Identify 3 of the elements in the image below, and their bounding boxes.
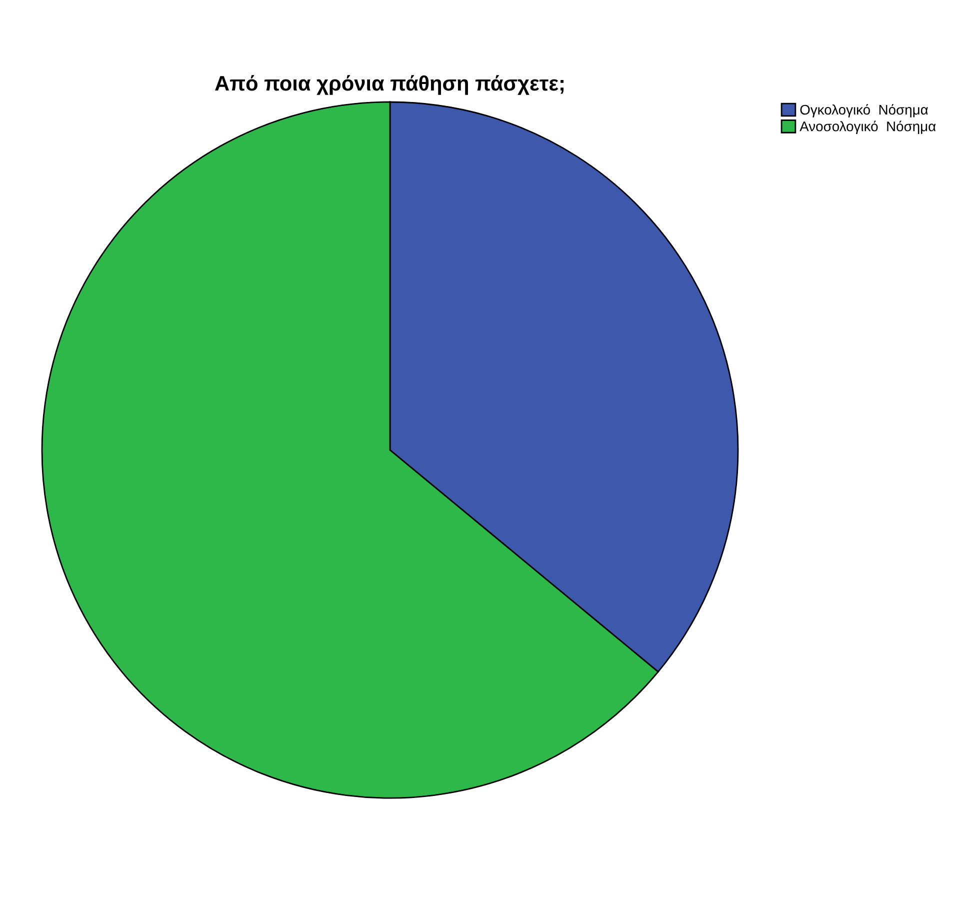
chart-title: Από ποια χρόνια πάθηση πάσχετε; (215, 75, 564, 95)
legend-label: Ανοσολογικό Νόσημα (800, 120, 936, 134)
legend-label: Ογκολογικό Νόσημα (800, 104, 928, 118)
